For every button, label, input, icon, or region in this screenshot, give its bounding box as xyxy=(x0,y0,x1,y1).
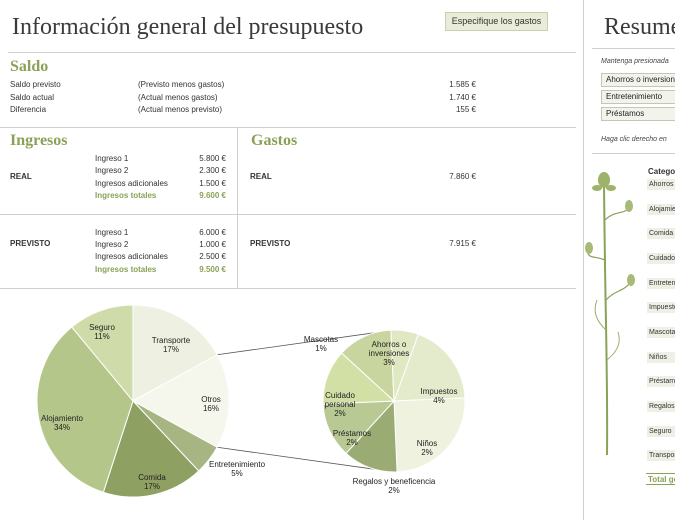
pie-data-label: Otros 16% xyxy=(201,395,221,413)
category-item[interactable]: Seguro xyxy=(647,426,675,437)
saldo-value: 155 € xyxy=(455,105,476,114)
pie-labels: Transporte 17% Otros 16% Entretenimiento 5% Co… xyxy=(41,323,457,495)
ingresos-previsto-label: PREVISTO xyxy=(10,239,51,248)
category-item[interactable]: Entretenimiento xyxy=(647,278,675,289)
saldo-label: Saldo actual xyxy=(10,93,55,102)
income-item-name: Ingreso 1 xyxy=(95,228,129,237)
secondary-pie-slice xyxy=(393,397,466,473)
income-total-value: 9.600 € xyxy=(199,191,226,200)
divider xyxy=(8,52,576,53)
category-item[interactable]: Impuestos xyxy=(647,302,675,313)
main-pie-slice xyxy=(102,400,200,498)
expenses-pie-chart: Transporte 17% Otros 16% Entretenimiento 5% Co… xyxy=(36,304,466,498)
saldo-desc: (Actual menos gastos) xyxy=(138,93,218,102)
income-item-name: Ingreso 2 xyxy=(95,166,129,175)
divider xyxy=(0,127,576,128)
page-title: Información general del presupuesto xyxy=(12,14,364,40)
income-item-value: 1.000 € xyxy=(199,240,226,249)
income-item-value: 2.500 € xyxy=(199,252,226,261)
saldo-label: Diferencia xyxy=(10,105,47,114)
filter-button-ahorros[interactable]: Ahorros o inversiones xyxy=(601,73,675,87)
category-item[interactable]: Transporte xyxy=(647,450,675,461)
summary-hint-2: Haga clic derecho en xyxy=(601,136,667,143)
category-item[interactable]: Ahorros xyxy=(647,179,675,190)
gastos-heading: Gastos xyxy=(251,132,298,149)
saldo-label: Saldo previsto xyxy=(10,80,61,89)
income-total-label: Ingresos totales xyxy=(95,191,157,200)
ingresos-real-label: REAL xyxy=(10,172,32,181)
gastos-previsto-value: 7.915 € xyxy=(449,239,476,248)
main-pie-slice xyxy=(131,354,230,448)
pie-data-label: Préstamos 2% xyxy=(333,429,371,447)
ingresos-heading: Ingresos xyxy=(10,132,68,149)
income-item-name: Ingresos adicionales xyxy=(95,252,168,261)
divider xyxy=(592,48,675,49)
grand-total-label: Total general xyxy=(646,473,675,485)
secondary-pie xyxy=(322,329,466,473)
summary-title: Resumen xyxy=(604,14,675,40)
income-item-value: 5.800 € xyxy=(199,154,226,163)
divider xyxy=(237,127,238,288)
income-total-label: Ingresos totales xyxy=(95,265,157,274)
income-item-name: Ingresos adicionales xyxy=(95,179,168,188)
categories-title: Categoría xyxy=(648,167,675,176)
secondary-pie-slice xyxy=(393,333,466,402)
divider xyxy=(592,153,675,154)
category-item[interactable]: Cuidado xyxy=(647,253,675,264)
plant-illustration-icon xyxy=(585,172,635,456)
pie-data-label: Alojamiento 34% xyxy=(41,414,83,432)
main-pie-slice xyxy=(71,304,134,403)
pie-data-label: Ahorros o inversiones 3% xyxy=(369,340,409,367)
gastos-real-label: REAL xyxy=(250,172,272,181)
pie-data-label: Entretenimiento 5% xyxy=(209,460,266,478)
saldo-heading: Saldo xyxy=(10,58,49,75)
main-pie-slice xyxy=(132,304,218,402)
saldo-value: 1.585 € xyxy=(449,80,476,89)
divider xyxy=(0,214,576,215)
divider xyxy=(0,288,576,289)
pie-data-label: Regalos y beneficencia 2% xyxy=(353,477,436,495)
pie-data-label: Impuestos 4% xyxy=(421,387,458,405)
income-item-value: 6.000 € xyxy=(199,228,226,237)
filter-button-entretenimiento[interactable]: Entretenimiento xyxy=(601,90,675,104)
category-item[interactable]: Niños xyxy=(647,352,675,363)
pie-connector-line xyxy=(217,446,395,473)
pie-data-label: Niños 2% xyxy=(417,439,437,457)
gastos-previsto-label: PREVISTO xyxy=(250,239,291,248)
income-item-name: Ingreso 2 xyxy=(95,240,129,249)
gastos-real-value: 7.860 € xyxy=(449,172,476,181)
income-item-name: Ingreso 1 xyxy=(95,154,129,163)
saldo-desc: (Actual menos previsto) xyxy=(138,105,223,114)
saldo-desc: (Previsto menos gastos) xyxy=(138,80,225,89)
income-total-value: 9.500 € xyxy=(199,265,226,274)
category-item[interactable]: Comida xyxy=(647,228,675,239)
pie-data-label: Transporte 17% xyxy=(152,336,191,354)
pie-connector-line xyxy=(217,329,395,356)
category-item[interactable]: Mascotas xyxy=(647,327,675,338)
panel-divider xyxy=(583,0,584,520)
income-item-value: 1.500 € xyxy=(199,179,226,188)
income-item-value: 2.300 € xyxy=(199,166,226,175)
pie-data-label: Mascotas 1% xyxy=(304,335,338,353)
pie-data-label: Comida 17% xyxy=(138,473,166,491)
category-item[interactable]: Préstamos xyxy=(647,376,675,387)
pie-data-label: Seguro 11% xyxy=(89,323,115,341)
pie-data-label: Cuidado personal 2% xyxy=(325,391,356,418)
category-item[interactable]: Regalos xyxy=(647,401,675,412)
saldo-value: 1.740 € xyxy=(449,93,476,102)
specify-expenses-button[interactable]: Especifique los gastos xyxy=(445,12,548,31)
filter-button-prestamos[interactable]: Préstamos xyxy=(601,107,675,121)
main-pie xyxy=(36,304,230,498)
summary-hint: Mantenga presionada xyxy=(601,58,669,65)
secondary-pie-slice xyxy=(390,329,419,402)
category-item[interactable]: Alojamiento xyxy=(647,204,675,215)
main-pie-slice xyxy=(36,326,134,493)
